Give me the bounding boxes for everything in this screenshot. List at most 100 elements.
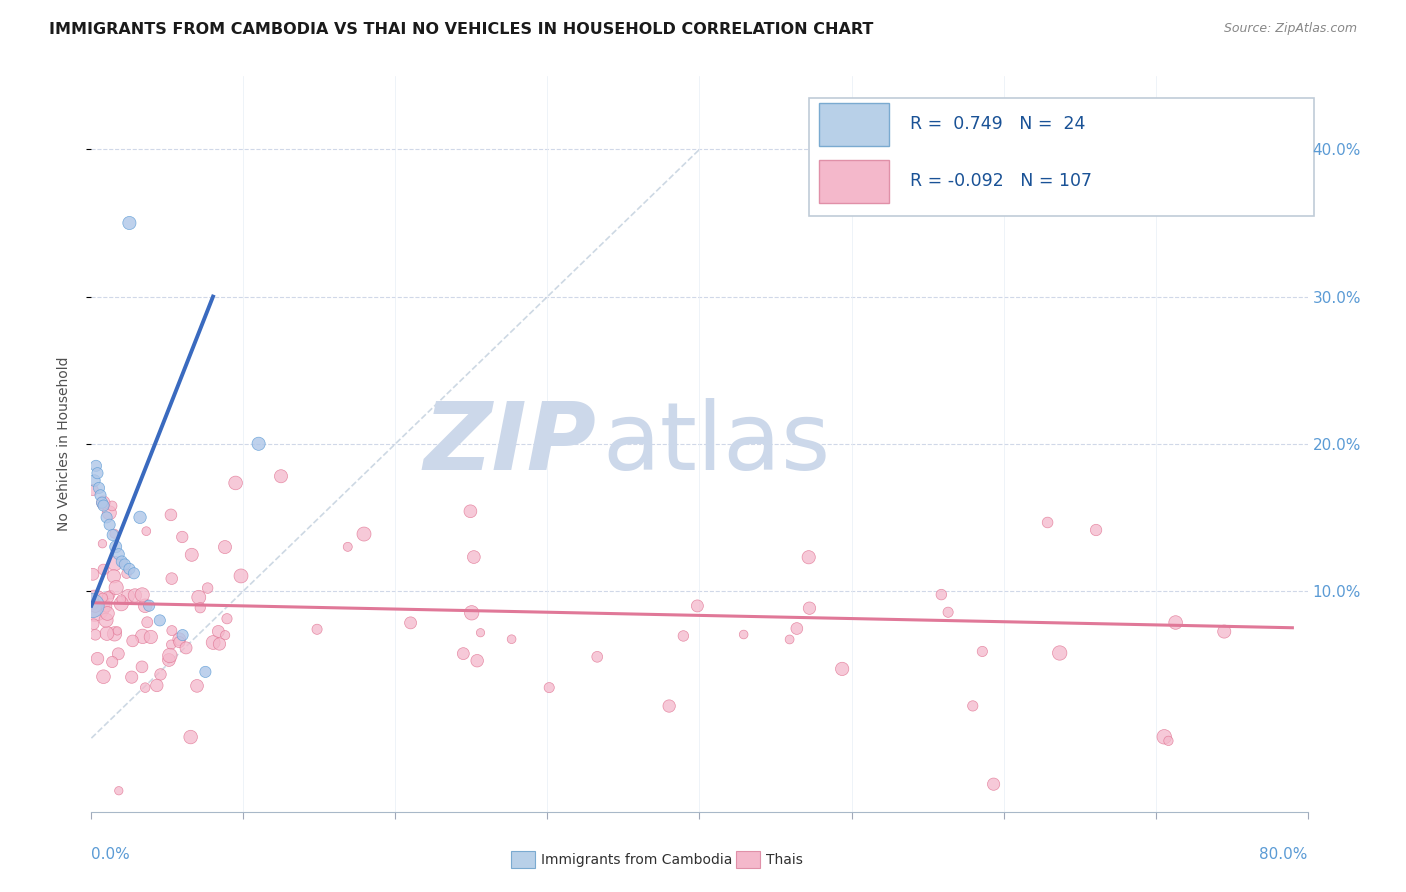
Point <box>101 499 124 513</box>
Point <box>779 632 801 647</box>
Point <box>465 654 488 668</box>
Point <box>686 599 709 613</box>
Point <box>1157 734 1180 748</box>
Point <box>124 589 146 603</box>
Point <box>91 591 114 605</box>
Point <box>121 634 143 648</box>
Point <box>101 655 124 669</box>
Point <box>972 644 994 658</box>
Point <box>104 557 127 571</box>
Point <box>658 699 681 714</box>
Point <box>91 495 114 509</box>
Point <box>115 566 138 581</box>
Point <box>463 549 485 564</box>
Point <box>117 589 139 603</box>
Point <box>131 629 153 643</box>
Point <box>103 627 125 641</box>
Point <box>107 647 129 661</box>
Point <box>270 469 292 483</box>
Point <box>174 640 197 655</box>
Point <box>82 567 104 582</box>
Point <box>202 635 225 649</box>
Point <box>180 730 202 744</box>
Text: Immigrants from Cambodia: Immigrants from Cambodia <box>541 853 733 866</box>
Text: ZIP: ZIP <box>423 398 596 490</box>
Point <box>121 670 143 684</box>
Point <box>1036 516 1059 530</box>
Point <box>172 530 194 544</box>
Point <box>186 679 208 693</box>
Point <box>672 629 695 643</box>
Point <box>97 591 120 605</box>
Point <box>134 599 156 613</box>
Point <box>131 588 153 602</box>
Point <box>84 599 107 613</box>
Point <box>786 622 808 636</box>
Point <box>107 547 129 561</box>
Point <box>247 436 270 450</box>
Point <box>1164 615 1187 630</box>
Point <box>157 653 180 667</box>
Point <box>96 626 118 640</box>
Point <box>399 615 422 630</box>
Point <box>104 540 127 554</box>
Point <box>1085 523 1108 537</box>
Point <box>149 614 172 628</box>
Point <box>336 540 359 554</box>
Point <box>353 527 375 541</box>
Point <box>96 510 118 524</box>
Point <box>1049 646 1071 660</box>
Point <box>208 637 231 651</box>
Point <box>586 649 609 664</box>
Point <box>470 625 492 640</box>
Point <box>93 670 115 684</box>
Point <box>118 562 141 576</box>
Point <box>214 628 236 642</box>
Point <box>538 681 561 695</box>
FancyBboxPatch shape <box>808 98 1313 216</box>
Point <box>983 777 1005 791</box>
Point <box>160 638 183 652</box>
Point <box>83 597 105 611</box>
Point <box>110 597 132 611</box>
Point <box>797 550 820 565</box>
Point <box>96 599 118 614</box>
Point <box>122 566 145 581</box>
Point <box>83 599 105 613</box>
FancyBboxPatch shape <box>818 103 889 145</box>
Point <box>83 617 105 632</box>
Point <box>100 588 122 602</box>
Text: 0.0%: 0.0% <box>91 847 131 862</box>
Point <box>169 635 191 649</box>
Point <box>86 651 108 665</box>
Point <box>187 591 209 605</box>
Point <box>229 569 252 583</box>
Point <box>139 630 162 644</box>
Point <box>103 569 125 583</box>
Point <box>103 526 125 541</box>
Text: R = -0.092   N = 107: R = -0.092 N = 107 <box>910 172 1092 190</box>
Point <box>159 648 181 663</box>
Point <box>134 681 156 695</box>
Point <box>460 606 482 620</box>
Text: IMMIGRANTS FROM CAMBODIA VS THAI NO VEHICLES IN HOUSEHOLD CORRELATION CHART: IMMIGRANTS FROM CAMBODIA VS THAI NO VEHI… <box>49 22 873 37</box>
Point <box>136 615 159 630</box>
Point <box>733 627 755 641</box>
Point <box>87 481 110 495</box>
Point <box>86 466 108 480</box>
Point <box>214 540 236 554</box>
Point <box>135 524 157 538</box>
Point <box>194 665 217 679</box>
Point <box>98 506 121 520</box>
Point <box>82 599 104 613</box>
Point <box>149 667 172 681</box>
Point <box>82 483 104 497</box>
Point <box>1213 624 1236 639</box>
Point <box>94 613 117 627</box>
Point <box>460 504 482 518</box>
Point <box>89 488 111 502</box>
Point <box>160 508 183 522</box>
Point <box>105 581 128 595</box>
FancyBboxPatch shape <box>510 852 536 868</box>
Point <box>188 600 211 615</box>
